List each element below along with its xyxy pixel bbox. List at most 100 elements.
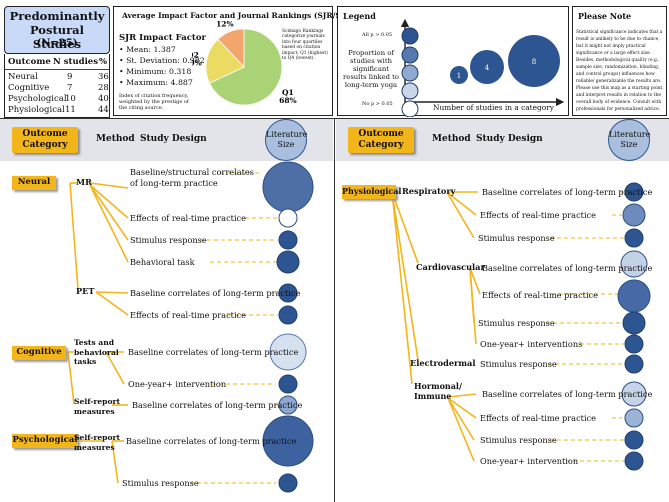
- design-item: Baseline correlates of long-term practic…: [132, 400, 303, 410]
- pie-slice-q1: [209, 28, 283, 106]
- design-item: Baseline correlates of long-term practic…: [482, 187, 653, 197]
- design-item: Effects of real-time practice: [480, 413, 596, 423]
- legend-circle-all-significant: [401, 27, 419, 45]
- summary-row-outcome: Physiological: [8, 105, 65, 115]
- category-psychological: Psychological: [12, 434, 78, 448]
- summary-row-pct: 28: [98, 83, 109, 93]
- legend-p-low: No p > 0.05: [362, 101, 393, 107]
- legend-panel: Legend All p > 0.05 No p > 0.05 Proporti…: [337, 6, 569, 117]
- sjr-stat-max: • Maximum: 4.887: [119, 78, 193, 87]
- design-item: Stimulus response: [122, 478, 199, 488]
- summary-row-outcome: Neural: [8, 72, 38, 82]
- header-category-pill: Outcome Category: [348, 127, 414, 153]
- literature-size-circle: [621, 381, 647, 407]
- design-item: Stimulus response: [130, 235, 207, 245]
- legend-circle: [401, 46, 419, 64]
- category-cognitive: Cognitive: [12, 346, 66, 360]
- literature-size-circle: [262, 161, 314, 213]
- legend-proportion-text: Proportion of studies with significant resu…: [343, 49, 399, 89]
- category-neural: Neural: [12, 176, 56, 190]
- method-tests: Tests and behavioral tasks: [74, 338, 119, 366]
- design-item: Baseline correlates of long-term practic…: [130, 288, 301, 298]
- note-title: Please Note: [578, 11, 632, 21]
- literature-size-circle: [278, 208, 298, 228]
- literature-size-circle: [624, 334, 644, 354]
- method-pet: PET: [76, 286, 95, 296]
- pie-slice-q3: [217, 28, 245, 69]
- literature-size-circle: [278, 283, 298, 303]
- pie-label-q2: 20%: [192, 58, 202, 67]
- legend-size-caption: Number of studies in a category: [433, 103, 554, 112]
- header-size-circle: Literature Size: [265, 119, 307, 161]
- literature-size-circle: [622, 203, 646, 227]
- literature-size-circle: [278, 230, 298, 250]
- design-item: Stimulus response: [478, 233, 555, 243]
- header-size-circle: Literature Size: [608, 119, 650, 161]
- design-item: Effects of real-time practice: [130, 310, 246, 320]
- method-self-report: Self-report measures: [74, 433, 121, 452]
- design-item: One-year+ intervention: [480, 456, 579, 466]
- pie-label-q1: 68%: [279, 96, 297, 105]
- design-item: Baseline correlates of long-term practic…: [128, 347, 299, 357]
- legend-size-label: 4: [485, 64, 490, 72]
- pie-label-q3: 12%: [216, 21, 234, 29]
- literature-size-circle: [622, 311, 646, 335]
- legend-circle: [401, 82, 419, 100]
- pie-slice-q2: [205, 38, 245, 84]
- literature-size-circle: [624, 228, 644, 248]
- design-item: Baseline/structural correlates of long-te…: [130, 167, 254, 188]
- design-item: Baseline correlates of long-term practic…: [126, 436, 297, 446]
- design-item: One-year+ interventions: [480, 339, 583, 349]
- design-item: Stimulus response: [480, 359, 557, 369]
- ranking-note: Scimago Rankings categorize journals int…: [282, 29, 328, 62]
- summary-row-pct: 40: [98, 94, 109, 104]
- method-hormonal: Hormonal/Immune: [414, 381, 462, 401]
- method-mr: MR: [76, 177, 92, 187]
- impact-title: Average Impact Factor and Journal Rankin…: [122, 11, 375, 20]
- column-divider: [334, 118, 335, 502]
- legend-size-circle-8: [508, 35, 560, 87]
- method-respiratory: Respiratory: [402, 186, 456, 196]
- summary-row-n: 11: [65, 105, 76, 115]
- summary-title-box: Predominantly Postural Studies (N=25): [4, 6, 110, 54]
- method-electrodermal: Electrodermal: [410, 358, 476, 368]
- design-item: Effects of real-time practice: [130, 213, 246, 223]
- summary-header-pct: %: [99, 57, 108, 67]
- header-design: Study Design: [476, 134, 543, 144]
- summary-row-n: 7: [67, 83, 73, 93]
- header-design: Study Design: [140, 134, 207, 144]
- header-method: Method: [96, 134, 135, 144]
- summary-row-outcome: Cognitive: [8, 83, 50, 93]
- header-category-pill: Outcome Category: [12, 127, 78, 153]
- sjr-note: Index of citation frequency, weighted by…: [119, 93, 189, 111]
- literature-size-circle: [624, 182, 644, 202]
- pie-label-q1: Q1: [282, 88, 294, 97]
- design-item: Effects of real-time practice: [482, 290, 598, 300]
- literature-size-circle: [624, 430, 644, 450]
- design-item: One-year+ intervention: [128, 379, 227, 389]
- summary-panel: Predominantly Postural Studies (N=25) Ou…: [2, 6, 110, 118]
- category-physiological: Physiological: [342, 185, 401, 199]
- note-panel: Please Note Statistical significance ind…: [572, 6, 667, 116]
- summary-table: Outcome N studies % Neural 9 36 Cognitiv…: [4, 54, 110, 118]
- design-item: Effects of real-time practice: [480, 210, 596, 220]
- design-item: Baseline correlates of long-term practic…: [482, 389, 653, 399]
- literature-size-circle: [624, 408, 644, 428]
- literature-size-circle: [278, 305, 298, 325]
- sjr-stat-min: • Minimum: 0.318: [119, 67, 192, 76]
- design-item: Stimulus response: [480, 435, 557, 445]
- literature-size-circle: [278, 473, 298, 493]
- summary-header-n: N studies: [53, 57, 98, 67]
- design-item: Baseline correlates of long-term practic…: [482, 263, 653, 273]
- sjr-title: SJR Impact Factor: [119, 33, 206, 43]
- legend-size-circle-4: [470, 50, 504, 84]
- summary-row-pct: 36: [98, 72, 109, 82]
- summary-n: (N=25): [36, 38, 78, 49]
- summary-title: Predominantly Postural Studies: [9, 9, 105, 51]
- literature-size-circle: [620, 250, 648, 278]
- literature-size-circle: [276, 250, 300, 274]
- summary-divider: [5, 69, 109, 70]
- legend-title: Legend: [343, 11, 376, 21]
- design-item: Behavioral task: [130, 257, 195, 267]
- legend-circle: [401, 64, 419, 82]
